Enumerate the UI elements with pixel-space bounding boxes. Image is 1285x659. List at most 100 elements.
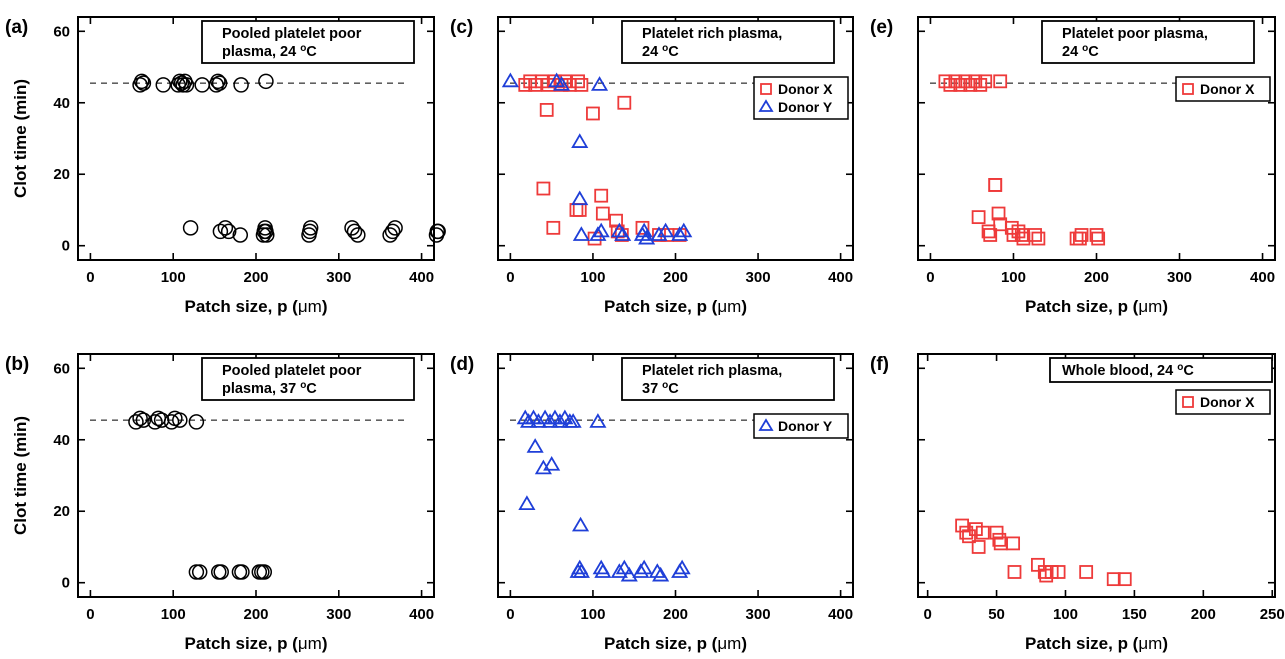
data-point xyxy=(589,413,607,428)
data-point xyxy=(975,525,990,540)
x-axis-label-unit: μm xyxy=(1138,297,1162,316)
legend-marker xyxy=(758,99,774,112)
data-point xyxy=(135,412,152,428)
x-tick-label: 400 xyxy=(409,606,434,623)
data-point xyxy=(938,74,953,89)
data-point xyxy=(232,227,249,243)
x-axis-label-unit: μm xyxy=(298,634,322,653)
legend-marker xyxy=(758,418,774,431)
data-point xyxy=(536,181,551,196)
title-text: Whole blood, 24 xyxy=(1062,363,1177,379)
data-point xyxy=(571,133,589,148)
data-point xyxy=(1011,224,1026,239)
data-point xyxy=(988,178,1003,192)
data-point xyxy=(571,74,585,89)
data-point xyxy=(948,74,963,89)
data-point xyxy=(614,226,632,241)
x-tick-label: 200 xyxy=(663,606,688,623)
data-point xyxy=(968,74,983,89)
legend-marker xyxy=(1182,83,1194,95)
x-tick-label: 400 xyxy=(409,269,434,286)
data-point xyxy=(958,74,973,89)
x-axis-label-unit: μm xyxy=(717,634,741,653)
title-unit: C xyxy=(668,44,679,60)
data-point xyxy=(572,203,587,217)
x-tick-label: 100 xyxy=(161,269,186,286)
x-tick-label: 300 xyxy=(326,606,351,623)
panel-b: 0 100 200 300 400 0 20 40 60 Pooled platelet poor… xyxy=(5,353,435,653)
legend-box xyxy=(1175,389,1271,415)
panel-title-line1: Platelet poor plasma, xyxy=(1062,26,1208,42)
x-tick-label: 100 xyxy=(1001,269,1026,286)
data-point xyxy=(1091,231,1106,246)
data-point xyxy=(1031,231,1046,246)
data-point xyxy=(615,559,633,575)
data-point xyxy=(638,229,656,245)
x-tick-label: 200 xyxy=(1191,606,1216,623)
data-point xyxy=(673,559,691,575)
x-tick-label: 200 xyxy=(243,269,268,286)
data-point xyxy=(133,73,150,90)
x-axis-label: Patch size, p (μm) xyxy=(184,634,327,653)
data-point xyxy=(978,74,993,89)
legend-marker xyxy=(1182,396,1194,408)
x-tick-label: 0 xyxy=(506,606,514,623)
panel-label: (f) xyxy=(870,354,889,375)
degree-mark: o xyxy=(662,43,668,54)
data-point xyxy=(1117,572,1132,587)
data-point xyxy=(135,75,152,91)
data-point xyxy=(518,495,536,510)
data-point xyxy=(210,73,226,90)
data-point xyxy=(589,226,607,241)
x-axis-label-close: ) xyxy=(741,634,747,653)
y-tick-label: 0 xyxy=(62,238,70,255)
title-unit: C xyxy=(1088,44,1099,60)
degree-mark: o xyxy=(300,43,306,54)
x-tick-label: 300 xyxy=(1167,269,1192,286)
data-point xyxy=(609,213,623,228)
data-point xyxy=(501,72,519,88)
data-point xyxy=(959,525,974,540)
x-axis-label-close: ) xyxy=(741,297,747,316)
x-tick-label: 300 xyxy=(326,269,351,286)
x-tick-label: 200 xyxy=(1084,269,1109,286)
data-point xyxy=(981,224,996,239)
data-point xyxy=(172,412,188,428)
data-point xyxy=(553,76,571,91)
x-tick-label: 300 xyxy=(746,269,771,286)
x-axis-label-text: Patch size, p ( xyxy=(184,634,298,653)
panel-a: 0 100 200 300 400 0 20 40 60 Pooled platelet poor… xyxy=(5,16,446,316)
x-axis-label-text: Patch size, p ( xyxy=(1025,634,1139,653)
data-point xyxy=(650,226,668,241)
title-box xyxy=(1049,357,1273,383)
data-point xyxy=(632,563,650,578)
data-point xyxy=(592,222,610,238)
data-point xyxy=(971,210,986,225)
data-point xyxy=(657,222,675,238)
x-axis-label-close: ) xyxy=(322,634,328,653)
y-tick-label: 60 xyxy=(53,23,70,40)
data-point xyxy=(571,190,589,206)
title-unit: C xyxy=(306,44,317,60)
legend-label: Donor X xyxy=(1200,394,1255,410)
x-axis-label-unit: μm xyxy=(298,297,322,316)
title-text: plasma, 24 xyxy=(222,44,300,60)
data-point xyxy=(258,73,274,90)
data-point xyxy=(675,222,693,238)
data-point xyxy=(648,563,666,578)
data-point xyxy=(572,226,590,241)
data-point xyxy=(594,188,609,203)
title-box xyxy=(201,20,415,64)
degree-mark: o xyxy=(1082,43,1088,54)
data-point xyxy=(128,414,144,430)
data-point xyxy=(1106,572,1121,587)
x-axis-label-close: ) xyxy=(1162,634,1168,653)
title-box xyxy=(1041,20,1255,64)
data-point xyxy=(635,220,650,235)
x-tick-label: 0 xyxy=(86,269,94,286)
x-axis-label: Patch size, p (μm) xyxy=(604,634,747,653)
legend-box xyxy=(1175,76,1271,102)
x-tick-label: 100 xyxy=(161,606,186,623)
data-point xyxy=(617,95,632,110)
panel-title-line1: Pooled platelet poor xyxy=(222,363,362,379)
